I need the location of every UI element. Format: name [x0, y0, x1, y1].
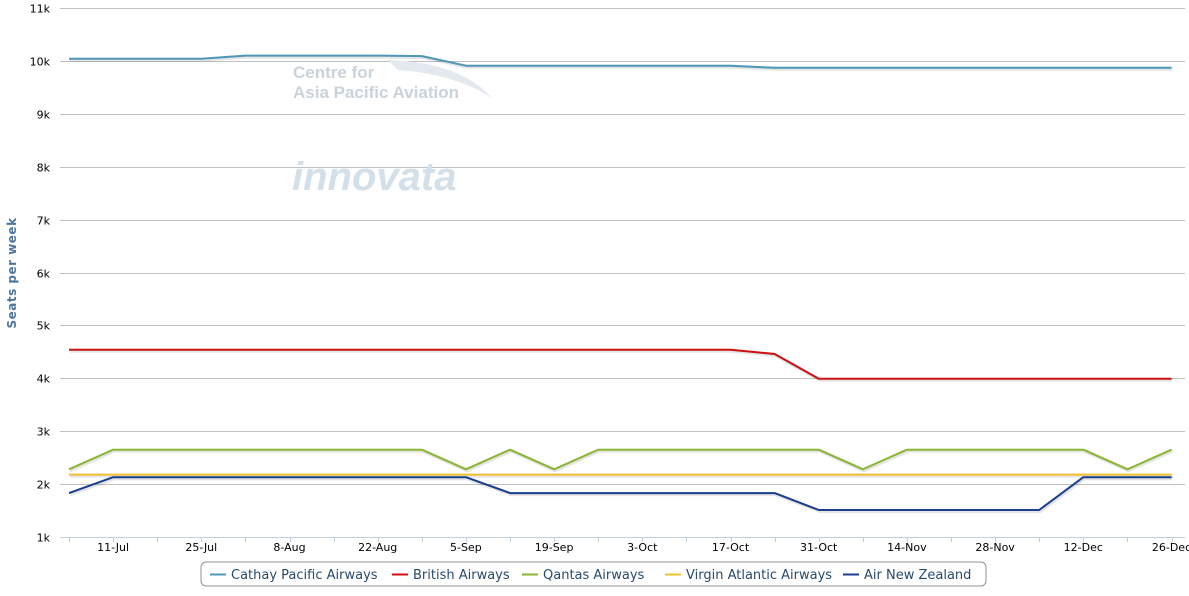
legend-item-air-new-zealand[interactable]: Air New Zealand	[864, 568, 971, 583]
y-tick-label: 3k	[37, 426, 51, 439]
x-tick-label: 26-Dec	[1152, 541, 1189, 554]
legend: Cathay Pacific Airways British Airways Qan…	[200, 561, 987, 587]
grid-lines	[60, 8, 1185, 538]
axes: 1k 2k 3k 4k 5k 6k 7k 8k 9k 10k 11k 11-Jul 25-Jul 8-Au…	[30, 3, 1189, 555]
watermark-swoosh-icon	[388, 60, 492, 98]
x-tick-label: 22-Aug	[358, 541, 397, 554]
series-line-cathay-pacific-airways	[69, 54, 1172, 69]
y-axis-label: Seats per week	[5, 217, 19, 329]
x-tick-label: 25-Jul	[185, 541, 217, 554]
y-tick-label: 4k	[37, 373, 51, 386]
x-tick-label: 3-Oct	[627, 541, 658, 554]
y-tick-label: 8k	[37, 162, 51, 175]
x-tick-label: 31-Oct	[800, 541, 838, 554]
y-tick-label: 10k	[30, 56, 51, 69]
y-tick-label: 2k	[37, 479, 51, 492]
series-shadow-british-airways	[70, 348, 1173, 382]
legend-item-british-airways[interactable]: British Airways	[413, 568, 510, 583]
series-line-qantas-airways	[68, 448, 1172, 471]
watermark-line-1: Centre for	[293, 63, 375, 82]
series-line-british-airways	[69, 348, 1172, 380]
x-tick-label: 19-Sep	[535, 541, 574, 554]
series-shadow-air-new-zealand	[69, 476, 1173, 513]
legend-item-virgin-atlantic-airways[interactable]: Virgin Atlantic Airways	[686, 568, 832, 583]
series-line-air-new-zealand	[68, 476, 1172, 511]
x-tick-label: 14-Nov	[887, 541, 927, 554]
y-tick-label: 7k	[37, 215, 51, 228]
series-lines	[68, 54, 1174, 513]
legend-item-qantas-airways[interactable]: Qantas Airways	[543, 568, 645, 583]
y-tick-label: 11k	[30, 3, 51, 16]
series-shadow-qantas-airways	[69, 448, 1174, 473]
x-tick-label: 28-Nov	[975, 541, 1015, 554]
x-tick-label: 5-Sep	[450, 541, 482, 554]
watermark-brand: innovata	[292, 155, 456, 199]
y-tick-label: 9k	[37, 109, 51, 122]
legend-item-cathay-pacific-airways[interactable]: Cathay Pacific Airways	[231, 568, 378, 583]
watermark: Centre for Asia Pacific Aviation innovat…	[292, 60, 492, 199]
y-tick-label: 5k	[37, 320, 51, 333]
watermark-line-2: Asia Pacific Aviation	[293, 83, 459, 102]
y-tick-label: 6k	[37, 268, 51, 281]
legend-box	[200, 561, 987, 587]
x-tick-label: 8-Aug	[273, 541, 305, 554]
x-tick-label: 17-Oct	[712, 541, 750, 554]
x-tick-label: 11-Jul	[97, 541, 129, 554]
x-tick-label: 12-Dec	[1064, 541, 1103, 554]
y-tick-label: 1k	[37, 532, 51, 545]
